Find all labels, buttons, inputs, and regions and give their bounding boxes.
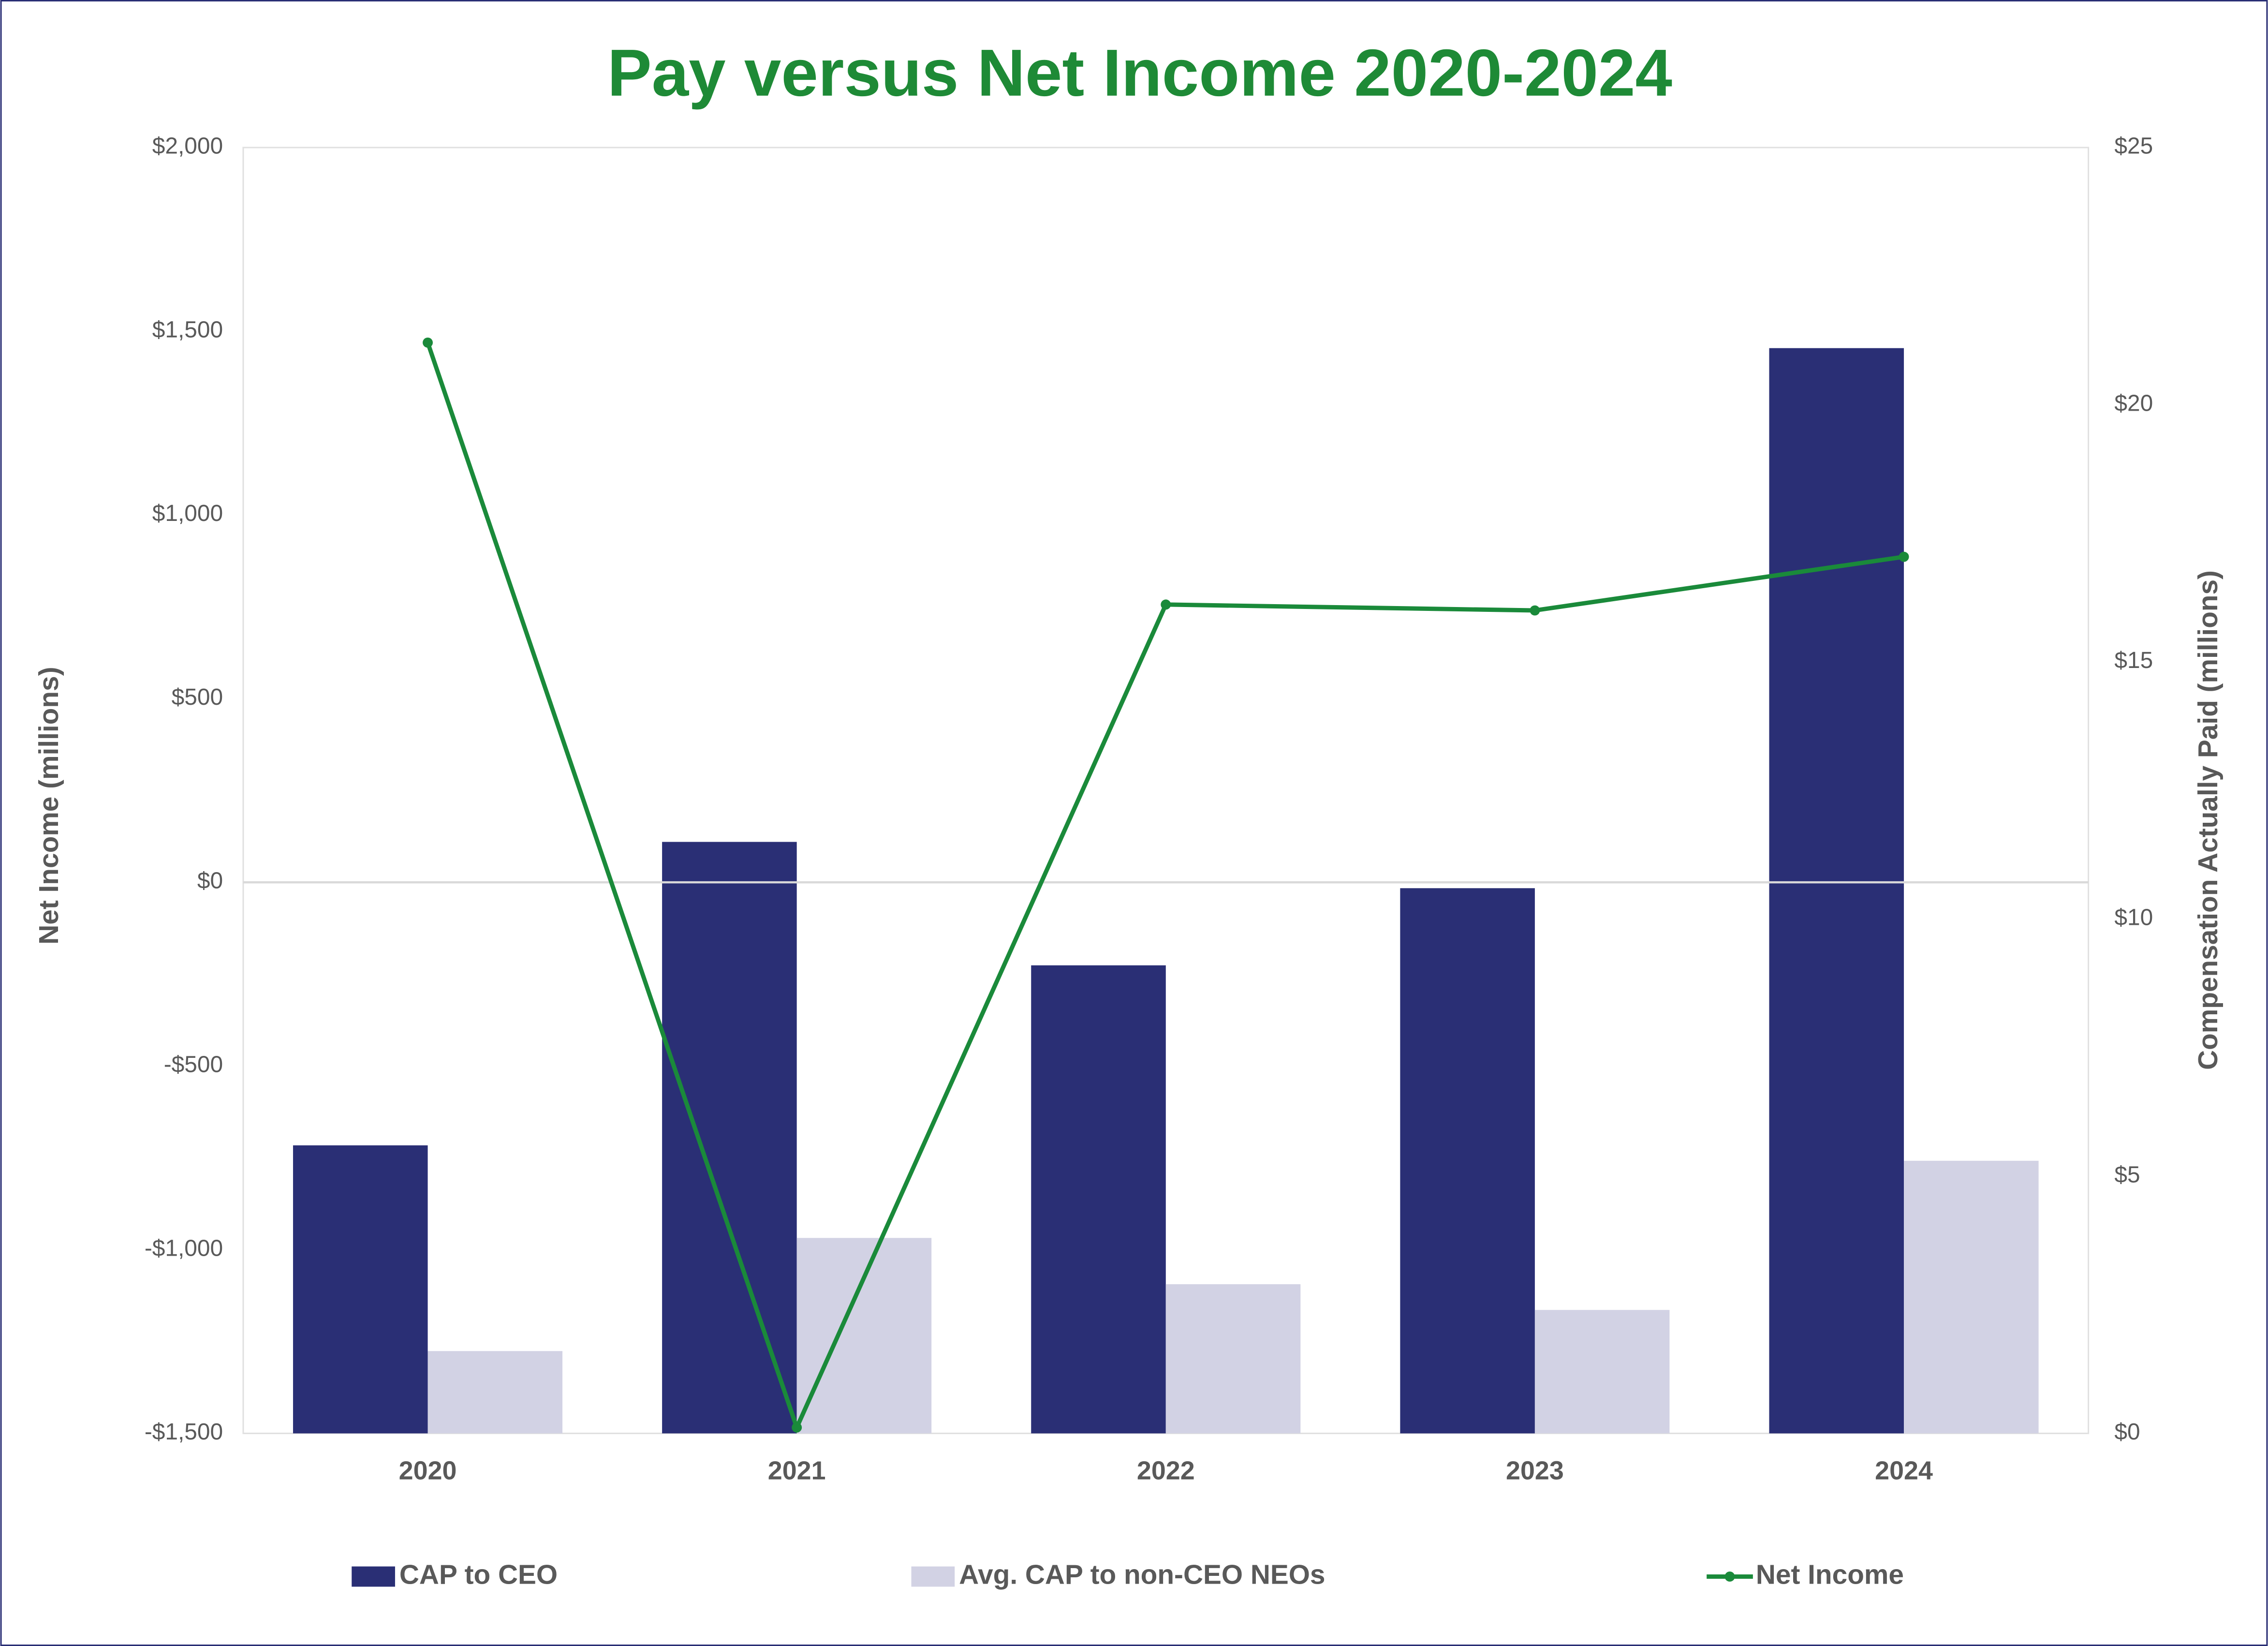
x-tick-label: 2021: [768, 1456, 826, 1485]
bar: [293, 1145, 428, 1434]
x-tick-label: 2022: [1137, 1456, 1195, 1485]
x-tick-label: 2023: [1506, 1456, 1564, 1485]
y-tick-label: $0: [197, 868, 223, 894]
bar: [662, 842, 797, 1434]
y-tick-label: $1,000: [152, 501, 223, 526]
legend-point: [1724, 1571, 1735, 1582]
y2-tick-label: $15: [2114, 648, 2153, 673]
y-tick-label: $2,000: [152, 133, 223, 159]
y2-tick-label: $0: [2114, 1419, 2140, 1445]
bar: [1534, 1310, 1670, 1434]
line-point: [1161, 599, 1171, 610]
legend-swatch: [352, 1566, 395, 1587]
y2-tick-label: $20: [2114, 390, 2153, 416]
y2-axis-title: Compensation Actually Paid (millions): [2193, 570, 2224, 1070]
legend-label: Avg. CAP to non-CEO NEOs: [959, 1559, 1325, 1590]
y-tick-label: $500: [172, 684, 223, 710]
y2-tick-label: $10: [2114, 905, 2153, 931]
legend-label: Net Income: [1756, 1559, 1904, 1590]
bar: [1400, 888, 1535, 1434]
legend-swatch: [911, 1566, 955, 1587]
bar: [796, 1238, 932, 1434]
bar: [1904, 1160, 2039, 1434]
bar: [427, 1351, 563, 1434]
y2-tick-label: $25: [2114, 133, 2153, 159]
bar: [1165, 1284, 1301, 1434]
y-tick-label: $1,500: [152, 317, 223, 342]
line-point: [792, 1422, 802, 1433]
x-tick-label: 2020: [399, 1456, 457, 1485]
line-point: [1530, 605, 1540, 616]
line-point: [423, 337, 433, 348]
y-tick-label: -$1,000: [145, 1235, 223, 1261]
y-tick-label: -$500: [164, 1052, 223, 1078]
line-point: [1899, 551, 1909, 562]
y-axis-title: Net Income (millions): [34, 667, 64, 944]
chart-title: Pay versus Net Income 2020-2024: [607, 36, 1672, 110]
bar: [1031, 965, 1166, 1434]
x-tick-label: 2024: [1875, 1456, 1933, 1485]
y-tick-label: -$1,500: [145, 1419, 223, 1445]
y2-tick-label: $5: [2114, 1162, 2140, 1187]
legend-label: CAP to CEO: [399, 1559, 558, 1590]
bar: [1769, 348, 1904, 1434]
